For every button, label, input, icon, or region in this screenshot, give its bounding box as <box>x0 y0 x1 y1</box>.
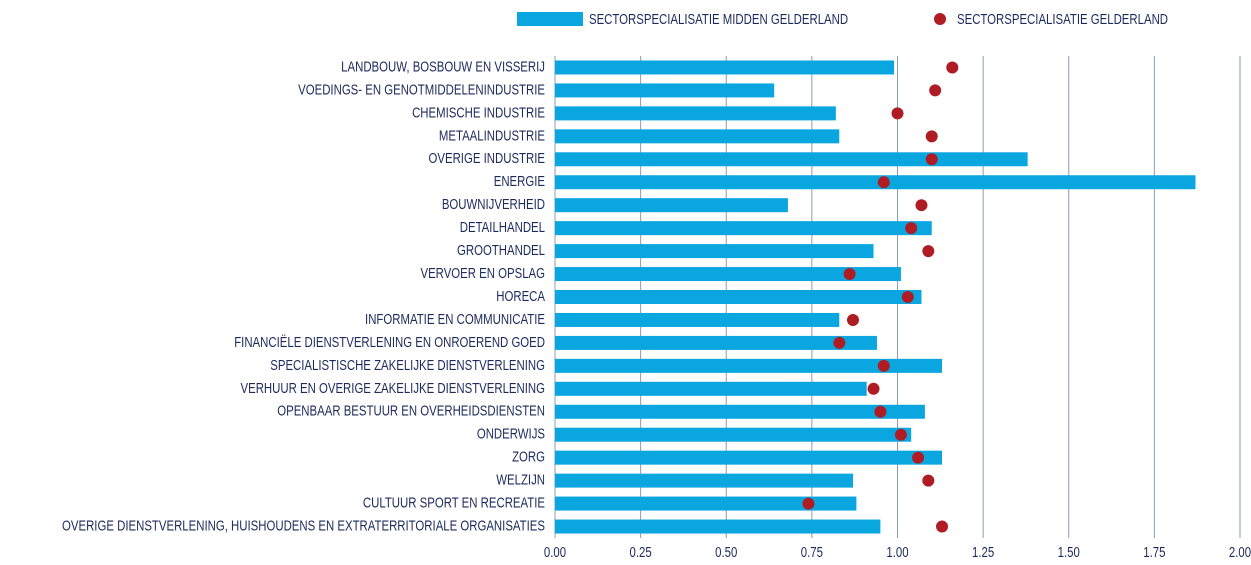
bar <box>555 175 1196 190</box>
bar <box>555 129 840 144</box>
dot <box>925 153 938 166</box>
bar <box>555 198 788 213</box>
dot <box>846 313 859 326</box>
legend-label: SECTORSPECIALISATIE GELDERLAND <box>957 10 1168 27</box>
bar <box>555 335 877 350</box>
bar <box>555 221 932 236</box>
y-tick-label: BOUWNIJVERHEID <box>442 196 545 213</box>
dot <box>891 107 904 120</box>
y-tick-label: CHEMISCHE INDUSTRIE <box>412 104 545 121</box>
dot <box>905 222 918 235</box>
bar <box>555 519 881 534</box>
y-tick-label: OPENBAAR BESTUUR EN OVERHEIDSDIENSTEN <box>277 402 545 419</box>
y-tick-label: WELZIJN <box>496 471 545 488</box>
x-tick-label: 0.75 <box>801 543 823 560</box>
x-tick-label: 1.25 <box>972 543 994 560</box>
x-tick-label: 0.50 <box>715 543 737 560</box>
y-tick-label: VERVOER EN OPSLAG <box>420 264 545 281</box>
x-tick-label: 0.00 <box>544 543 566 560</box>
dot <box>874 405 887 418</box>
bar <box>555 106 836 121</box>
y-tick-label: ONDERWIJS <box>477 425 545 442</box>
dot <box>922 474 935 487</box>
y-tick-label: CULTUUR SPORT EN RECREATIE <box>363 494 545 511</box>
y-tick-label: LANDBOUW, BOSBOUW EN VISSERIJ <box>341 58 545 75</box>
y-tick-label: VERHUUR EN OVERIGE ZAKELIJKE DIENSTVERLE… <box>241 379 545 396</box>
dot <box>936 520 949 533</box>
y-tick-label: OVERIGE DIENSTVERLENING, HUISHOUDENS EN … <box>62 517 545 534</box>
y-tick-label: INFORMATIE EN COMMUNICATIE <box>365 310 545 327</box>
bar <box>555 404 925 419</box>
dot <box>877 359 890 372</box>
x-tick-label: 1.00 <box>886 543 908 560</box>
y-tick-label: METAALINDUSTRIE <box>439 127 545 144</box>
bar <box>555 496 857 511</box>
dot <box>901 291 914 303</box>
dot <box>802 497 815 510</box>
dot <box>894 428 907 441</box>
y-tick-label: SPECIALISTISCHE ZAKELIJKE DIENSTVERLENIN… <box>270 356 545 373</box>
y-tick-label: FINANCIËLE DIENSTVERLENING EN ONROEREND … <box>234 333 545 350</box>
y-tick-label: HORECA <box>496 287 545 304</box>
y-tick-label: ENERGIE <box>494 173 545 190</box>
bar <box>555 60 895 75</box>
x-tick-label: 0.25 <box>630 543 652 560</box>
bar <box>555 244 874 259</box>
y-tick-label: GROOTHANDEL <box>457 242 545 259</box>
y-tick-label: OVERIGE INDUSTRIE <box>429 150 546 167</box>
dot <box>867 382 880 395</box>
bar <box>555 83 775 98</box>
bar <box>555 381 867 396</box>
bar <box>555 427 912 442</box>
dot <box>925 130 938 143</box>
dot <box>912 451 925 464</box>
x-tick-label: 2.00 <box>1229 543 1251 560</box>
dot <box>843 268 856 281</box>
narrow-text: 0.00 0.25 0.50 0.75 1.00 1.25 1.50 1.75 2.00 LAND… <box>62 10 1251 560</box>
dot <box>915 199 928 212</box>
bar <box>555 290 922 304</box>
legend-swatch <box>934 13 946 25</box>
y-tick-label: ZORG <box>512 448 545 465</box>
y-tick-label: DETAILHANDEL <box>460 219 545 236</box>
x-tick-label: 1.75 <box>1143 543 1165 560</box>
dot <box>922 245 935 258</box>
legend-swatch <box>517 12 583 26</box>
bar <box>555 473 853 488</box>
dot <box>833 336 846 349</box>
bar <box>555 267 901 282</box>
x-tick-label: 1.50 <box>1058 543 1080 560</box>
legend-label: SECTORSPECIALISATIE MIDDEN GELDERLAND <box>589 10 848 27</box>
bar <box>555 312 840 327</box>
dot <box>877 176 890 189</box>
bar <box>555 450 943 465</box>
bar <box>555 152 1028 167</box>
dot <box>946 61 959 74</box>
bar <box>555 358 943 373</box>
y-tick-label: VOEDINGS- EN GENOTMIDDELENINDUSTRIE <box>298 81 545 98</box>
dot <box>929 84 942 97</box>
